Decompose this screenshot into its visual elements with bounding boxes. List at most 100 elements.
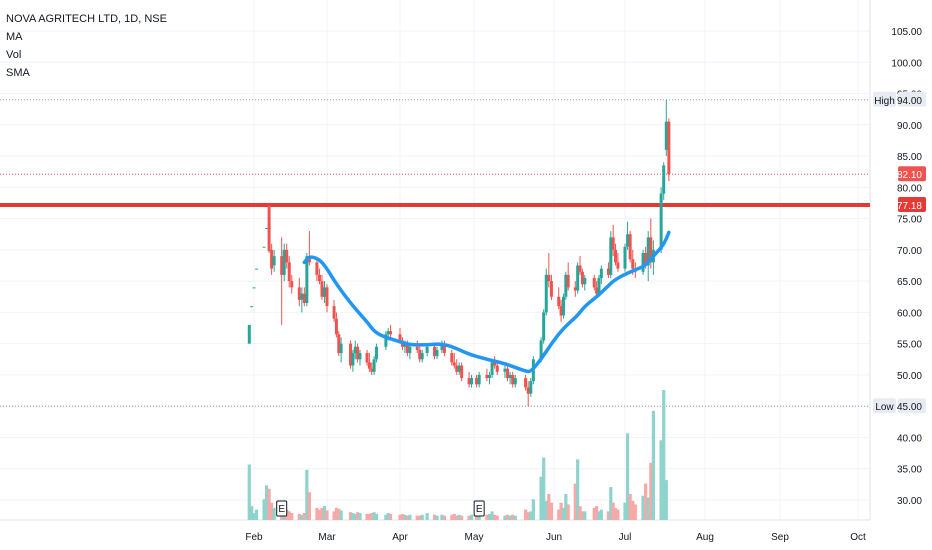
candle-body <box>549 281 553 297</box>
volume-bar <box>247 464 251 520</box>
price-tick-label: 50.00 <box>897 371 922 382</box>
volume-bar <box>317 509 322 520</box>
candle-body <box>302 293 306 304</box>
candle-body <box>559 306 563 316</box>
volume-bar <box>659 440 663 520</box>
volume-bar <box>564 494 568 520</box>
candle-body <box>606 268 610 275</box>
volume-bar <box>559 502 563 520</box>
candle-body <box>435 349 439 357</box>
candle <box>487 371 491 385</box>
candle-body <box>247 324 251 344</box>
candle <box>457 362 461 375</box>
candle <box>511 371 515 388</box>
candle-body <box>566 274 570 288</box>
candle-body <box>433 346 437 357</box>
candle <box>358 349 362 366</box>
candle-body <box>508 374 512 379</box>
volume-bar <box>485 514 489 520</box>
indicator-sma-label[interactable]: SMA <box>6 67 30 79</box>
candle <box>606 262 610 279</box>
candle-body <box>614 249 618 263</box>
volume-bar <box>320 507 324 520</box>
price-tag-label-box <box>873 398 896 414</box>
volume-bar <box>529 511 533 520</box>
earnings-marker-box <box>473 500 485 517</box>
candle-body <box>265 227 269 229</box>
volume-bar <box>367 513 371 520</box>
candlesticks <box>247 99 671 407</box>
candle <box>580 268 584 288</box>
candle-body <box>467 378 471 385</box>
candle-body <box>631 259 635 269</box>
volume-bar <box>649 462 653 520</box>
candle <box>389 324 393 338</box>
candle <box>662 162 666 200</box>
candle-body <box>452 362 456 366</box>
volume-bar <box>252 513 256 520</box>
volume-bar <box>250 506 254 520</box>
candle <box>320 274 324 300</box>
candle <box>529 378 533 397</box>
time-tick-label: Sep <box>771 532 789 543</box>
candle <box>325 284 329 313</box>
volume-bar <box>611 502 615 520</box>
volume-bar <box>606 511 611 520</box>
volume-bar <box>372 512 376 520</box>
candle-body <box>503 368 507 372</box>
candle-body <box>595 287 599 294</box>
candle <box>384 331 388 350</box>
candle-body <box>611 237 615 250</box>
volume-bar <box>625 433 630 520</box>
volume-bar <box>388 513 393 520</box>
volume-bar <box>542 457 546 520</box>
volume-bar <box>646 497 650 520</box>
candle-body <box>662 165 666 194</box>
candle <box>282 243 286 282</box>
volume-bar <box>524 509 528 520</box>
volume-bar <box>425 513 429 520</box>
price-tick-label: 65.00 <box>897 277 922 288</box>
candle-body <box>460 365 464 379</box>
candle <box>477 371 481 388</box>
candle-body <box>262 246 266 248</box>
candle <box>272 249 276 272</box>
symbol-title[interactable]: NOVA AGRITECH LTD, 1D, NSE <box>6 13 167 25</box>
candle <box>616 252 620 272</box>
candle <box>564 271 568 300</box>
volume-bar <box>616 509 620 520</box>
candle <box>641 249 645 275</box>
candle <box>599 265 603 285</box>
candle <box>351 349 355 372</box>
candle-body <box>564 274 568 297</box>
volume-bar <box>566 504 570 520</box>
candle-body <box>374 346 378 360</box>
price-tag-last: 82.10 <box>897 166 926 182</box>
grid-lines <box>0 0 870 520</box>
candle <box>374 343 378 363</box>
candle-body <box>542 312 546 341</box>
volume-bar <box>633 504 637 520</box>
volume-bar <box>511 514 515 520</box>
indicator-ma-label[interactable]: MA <box>6 31 23 43</box>
candle <box>433 343 437 360</box>
candle <box>349 340 353 369</box>
volume-bar <box>418 515 422 520</box>
indicator-vol-label[interactable]: Vol <box>6 49 22 61</box>
candle <box>626 221 630 250</box>
candle-body <box>282 249 286 275</box>
volume-bar <box>420 514 424 520</box>
candle <box>592 274 596 291</box>
time-tick-label: Oct <box>850 532 866 543</box>
volume-bar <box>644 483 648 520</box>
volume-bar <box>651 410 655 520</box>
volume-bar <box>580 511 584 520</box>
candle-body <box>649 237 653 263</box>
candle <box>247 324 251 344</box>
volume-bar <box>408 514 412 520</box>
price-tick-label: 40.00 <box>897 433 922 444</box>
candle <box>503 365 507 379</box>
candle <box>255 268 259 270</box>
